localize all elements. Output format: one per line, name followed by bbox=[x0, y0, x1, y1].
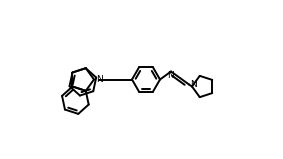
Text: N: N bbox=[168, 70, 174, 80]
Text: N: N bbox=[190, 80, 197, 89]
Text: N: N bbox=[96, 75, 103, 84]
